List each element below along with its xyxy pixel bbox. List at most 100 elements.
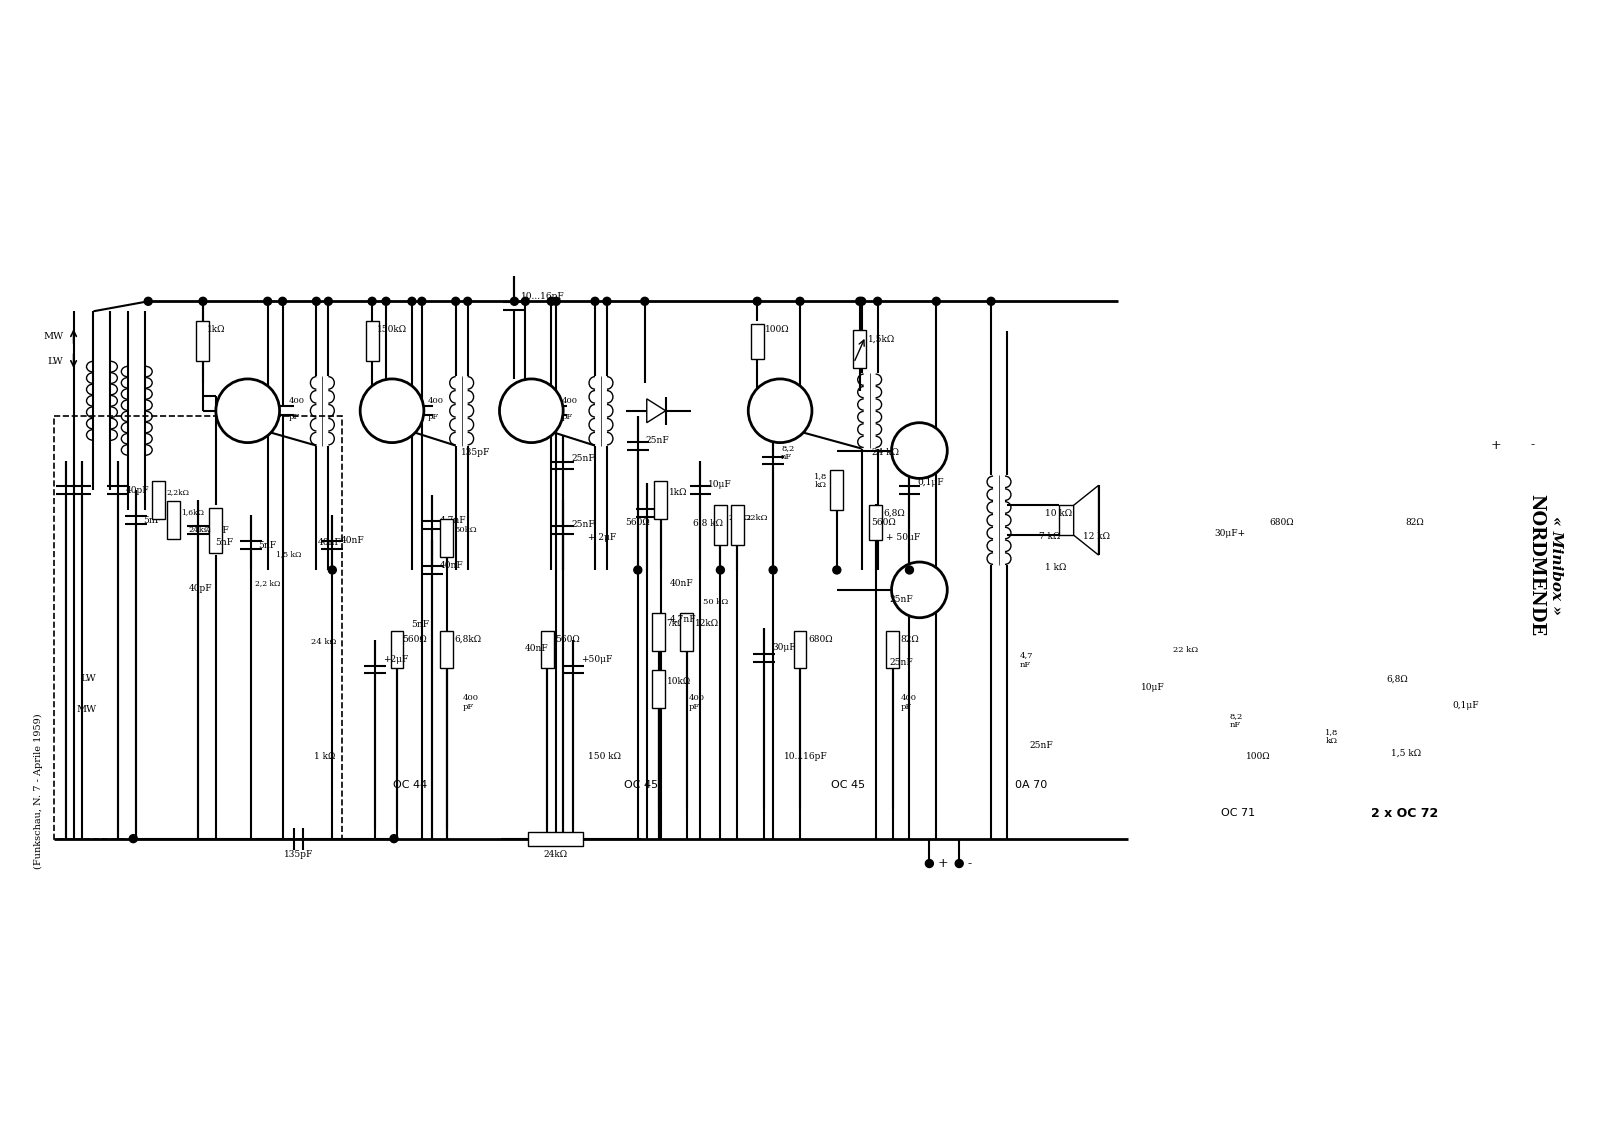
Text: 680Ω: 680Ω <box>808 636 832 645</box>
Circle shape <box>797 297 803 305</box>
Text: 5nF: 5nF <box>216 538 234 547</box>
Text: 560Ω: 560Ω <box>872 518 896 527</box>
Bar <box>366 321 379 361</box>
Bar <box>680 613 693 650</box>
Text: + 50μF: + 50μF <box>886 533 920 542</box>
Text: 40nF: 40nF <box>440 561 464 570</box>
Text: 8,2
nF: 8,2 nF <box>1230 713 1243 729</box>
Text: 6,8kΩ: 6,8kΩ <box>454 636 482 645</box>
Text: 1 kΩ: 1 kΩ <box>1045 563 1067 572</box>
Text: + 2μF: + 2μF <box>589 533 616 542</box>
Text: +: + <box>1491 439 1501 451</box>
Text: 400
pF: 400 pF <box>901 694 917 711</box>
Circle shape <box>770 566 778 573</box>
Text: -: - <box>1530 439 1534 451</box>
Circle shape <box>906 566 914 573</box>
Text: pF: pF <box>562 413 573 421</box>
Text: 1,8
kΩ: 1,8 kΩ <box>1325 728 1339 745</box>
Text: -: - <box>966 857 971 870</box>
Circle shape <box>464 297 472 305</box>
Circle shape <box>858 297 866 305</box>
Text: 5nF: 5nF <box>144 516 162 525</box>
Text: 25nF: 25nF <box>646 437 669 446</box>
Text: 2 x OC 72: 2 x OC 72 <box>1371 806 1438 820</box>
Text: 40pF: 40pF <box>189 584 213 593</box>
Circle shape <box>547 297 555 305</box>
Text: OC 45: OC 45 <box>624 780 658 789</box>
Circle shape <box>312 297 320 305</box>
Text: 22 kΩ: 22 kΩ <box>1173 646 1198 654</box>
Text: 560Ω: 560Ω <box>555 636 579 645</box>
Text: OC 44: OC 44 <box>394 780 427 789</box>
Text: 22kΩ: 22kΩ <box>746 515 768 523</box>
Circle shape <box>368 297 376 305</box>
Circle shape <box>634 566 642 573</box>
Text: 2,2kΩ: 2,2kΩ <box>166 489 189 497</box>
Text: 2,2 kΩ: 2,2 kΩ <box>256 579 282 587</box>
Circle shape <box>640 297 648 305</box>
Text: 30μF+: 30μF+ <box>1214 529 1245 538</box>
Circle shape <box>360 379 424 442</box>
Bar <box>210 508 222 553</box>
Text: 4,7
nF: 4,7 nF <box>1019 651 1034 668</box>
Circle shape <box>856 297 864 305</box>
Text: 5nF: 5nF <box>259 541 277 550</box>
Text: 50 kΩ: 50 kΩ <box>702 597 728 605</box>
Text: 4,7nF: 4,7nF <box>440 516 467 525</box>
Circle shape <box>891 423 947 478</box>
Text: 1 kΩ: 1 kΩ <box>314 752 336 761</box>
Text: 7kΩ: 7kΩ <box>667 619 685 628</box>
Bar <box>653 613 666 650</box>
Text: 25nF: 25nF <box>571 454 595 463</box>
Circle shape <box>278 297 286 305</box>
Circle shape <box>382 297 390 305</box>
Bar <box>794 631 806 668</box>
Text: « Minibox »: « Minibox » <box>1549 516 1563 614</box>
Text: 40nF: 40nF <box>206 526 230 535</box>
Circle shape <box>130 835 138 843</box>
Text: 1,5 kΩ: 1,5 kΩ <box>277 551 301 559</box>
Text: 6,8 kΩ: 6,8 kΩ <box>693 518 723 527</box>
Text: 25nF: 25nF <box>890 658 914 667</box>
Text: 1kΩ: 1kΩ <box>669 487 686 497</box>
Text: 24kΩ: 24kΩ <box>189 526 211 534</box>
Text: 400
pF: 400 pF <box>688 694 704 711</box>
Bar <box>886 631 899 668</box>
Bar <box>152 482 165 519</box>
Text: +: + <box>938 857 947 870</box>
Text: 10 kΩ: 10 kΩ <box>1045 509 1072 518</box>
Text: 7 kΩ: 7 kΩ <box>1038 532 1061 541</box>
Circle shape <box>987 297 995 305</box>
Text: 6,8Ω: 6,8Ω <box>1386 675 1408 683</box>
Text: 6,8Ω: 6,8Ω <box>883 509 906 518</box>
Text: MW: MW <box>77 705 96 714</box>
Bar <box>197 321 210 361</box>
Bar <box>653 671 666 708</box>
Bar <box>714 506 726 545</box>
Text: 400
pF: 400 pF <box>462 694 478 711</box>
Circle shape <box>754 297 762 305</box>
Text: 50kΩ: 50kΩ <box>454 526 477 534</box>
Text: 82Ω: 82Ω <box>901 636 920 645</box>
Circle shape <box>522 297 530 305</box>
Text: 12 kΩ: 12 kΩ <box>1083 532 1110 541</box>
Bar <box>731 506 744 545</box>
Text: 25nF: 25nF <box>890 595 914 604</box>
Text: +2μF: +2μF <box>382 655 408 664</box>
Polygon shape <box>1074 485 1099 555</box>
Text: 30μF+: 30μF+ <box>773 644 803 653</box>
Text: 40nF: 40nF <box>669 579 693 588</box>
Text: 4,7nF: 4,7nF <box>669 615 696 624</box>
Text: (Funkschau, N. 7 - Aprile 1959): (Funkschau, N. 7 - Aprile 1959) <box>34 713 43 869</box>
Text: 10...16pF: 10...16pF <box>522 292 565 301</box>
Text: +50μF: +50μF <box>581 655 613 664</box>
Bar <box>853 330 866 368</box>
Bar <box>440 631 453 668</box>
Circle shape <box>510 297 518 305</box>
Text: 135pF: 135pF <box>461 449 490 457</box>
Text: 25nF: 25nF <box>571 520 595 528</box>
Bar <box>528 831 582 846</box>
Bar <box>166 501 179 539</box>
Text: OC 45: OC 45 <box>830 780 866 789</box>
Bar <box>750 323 763 359</box>
